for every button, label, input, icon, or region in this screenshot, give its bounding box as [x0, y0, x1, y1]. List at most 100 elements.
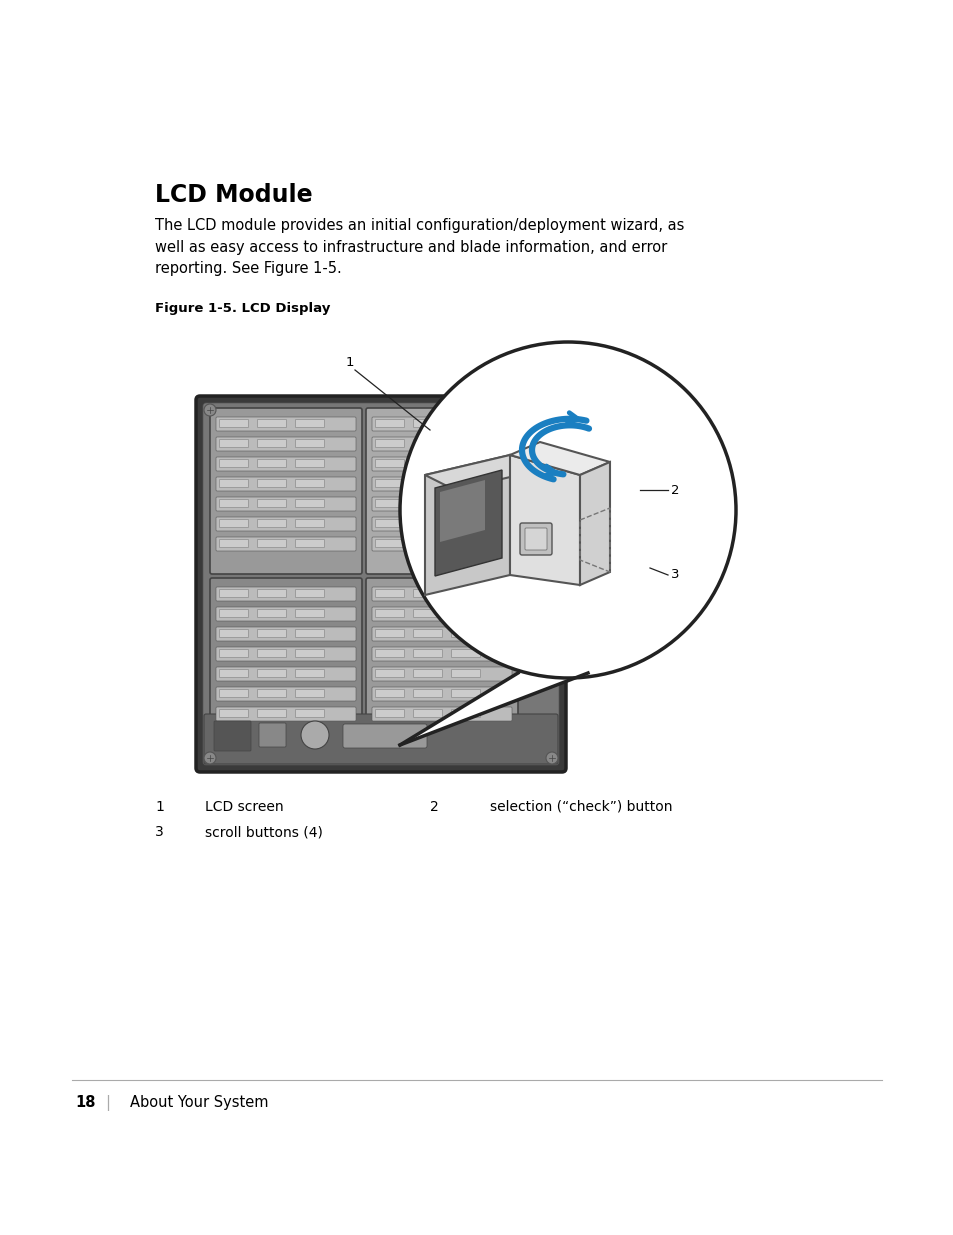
FancyBboxPatch shape	[372, 627, 512, 641]
FancyBboxPatch shape	[451, 650, 480, 657]
FancyBboxPatch shape	[215, 517, 355, 531]
Text: 3: 3	[670, 568, 679, 582]
FancyBboxPatch shape	[219, 630, 248, 637]
Text: 1: 1	[345, 356, 354, 368]
FancyBboxPatch shape	[413, 630, 442, 637]
FancyBboxPatch shape	[215, 437, 355, 451]
FancyBboxPatch shape	[375, 650, 404, 657]
FancyBboxPatch shape	[295, 630, 324, 637]
FancyBboxPatch shape	[451, 420, 480, 427]
FancyBboxPatch shape	[366, 408, 517, 574]
FancyBboxPatch shape	[219, 520, 248, 527]
FancyBboxPatch shape	[295, 499, 324, 508]
FancyBboxPatch shape	[257, 689, 286, 698]
Polygon shape	[399, 673, 587, 745]
Polygon shape	[510, 454, 579, 585]
FancyBboxPatch shape	[215, 706, 355, 721]
FancyBboxPatch shape	[219, 689, 248, 698]
Polygon shape	[435, 471, 501, 576]
FancyBboxPatch shape	[295, 589, 324, 598]
FancyBboxPatch shape	[413, 669, 442, 678]
Polygon shape	[439, 480, 484, 542]
FancyBboxPatch shape	[215, 417, 355, 431]
FancyBboxPatch shape	[451, 440, 480, 447]
FancyBboxPatch shape	[215, 587, 355, 601]
FancyBboxPatch shape	[219, 459, 248, 468]
FancyBboxPatch shape	[372, 417, 512, 431]
Circle shape	[399, 342, 735, 678]
FancyBboxPatch shape	[372, 587, 512, 601]
FancyBboxPatch shape	[451, 689, 480, 698]
Text: selection (“check”) button: selection (“check”) button	[490, 800, 672, 814]
FancyBboxPatch shape	[295, 669, 324, 678]
Polygon shape	[424, 454, 510, 595]
FancyBboxPatch shape	[215, 537, 355, 551]
FancyBboxPatch shape	[366, 578, 517, 743]
FancyBboxPatch shape	[219, 610, 248, 618]
FancyBboxPatch shape	[372, 667, 512, 680]
FancyBboxPatch shape	[413, 689, 442, 698]
FancyBboxPatch shape	[295, 479, 324, 488]
FancyBboxPatch shape	[295, 610, 324, 618]
FancyBboxPatch shape	[372, 457, 512, 471]
Text: 1: 1	[154, 800, 164, 814]
FancyBboxPatch shape	[215, 457, 355, 471]
FancyBboxPatch shape	[524, 529, 546, 550]
FancyBboxPatch shape	[219, 650, 248, 657]
FancyBboxPatch shape	[519, 522, 552, 555]
Text: scroll buttons (4): scroll buttons (4)	[205, 825, 322, 839]
FancyBboxPatch shape	[451, 499, 480, 508]
Text: 18: 18	[75, 1095, 95, 1110]
FancyBboxPatch shape	[295, 650, 324, 657]
FancyBboxPatch shape	[372, 647, 512, 661]
FancyBboxPatch shape	[257, 610, 286, 618]
Text: LCD Module: LCD Module	[154, 183, 313, 207]
FancyBboxPatch shape	[413, 709, 442, 718]
FancyBboxPatch shape	[295, 420, 324, 427]
Text: The LCD module provides an initial configuration/deployment wizard, as
well as e: The LCD module provides an initial confi…	[154, 219, 683, 277]
FancyBboxPatch shape	[204, 714, 558, 764]
FancyBboxPatch shape	[295, 709, 324, 718]
Polygon shape	[510, 442, 609, 475]
FancyBboxPatch shape	[451, 669, 480, 678]
FancyBboxPatch shape	[372, 606, 512, 621]
FancyBboxPatch shape	[219, 540, 248, 547]
FancyBboxPatch shape	[295, 540, 324, 547]
FancyBboxPatch shape	[413, 440, 442, 447]
FancyBboxPatch shape	[219, 589, 248, 598]
FancyBboxPatch shape	[413, 520, 442, 527]
FancyBboxPatch shape	[451, 459, 480, 468]
FancyBboxPatch shape	[375, 669, 404, 678]
Text: LCD Display: LCD Display	[223, 303, 330, 315]
FancyBboxPatch shape	[413, 589, 442, 598]
FancyBboxPatch shape	[375, 689, 404, 698]
Polygon shape	[424, 454, 539, 490]
FancyBboxPatch shape	[295, 520, 324, 527]
Polygon shape	[579, 462, 609, 585]
FancyBboxPatch shape	[451, 540, 480, 547]
FancyBboxPatch shape	[372, 437, 512, 451]
FancyBboxPatch shape	[295, 689, 324, 698]
FancyBboxPatch shape	[375, 630, 404, 637]
FancyBboxPatch shape	[295, 440, 324, 447]
FancyBboxPatch shape	[372, 477, 512, 492]
FancyBboxPatch shape	[413, 499, 442, 508]
FancyBboxPatch shape	[372, 496, 512, 511]
FancyBboxPatch shape	[372, 537, 512, 551]
FancyBboxPatch shape	[451, 630, 480, 637]
FancyBboxPatch shape	[219, 479, 248, 488]
Text: 2: 2	[430, 800, 438, 814]
Text: Figure 1-5.: Figure 1-5.	[154, 303, 236, 315]
FancyBboxPatch shape	[375, 440, 404, 447]
FancyBboxPatch shape	[195, 396, 565, 772]
FancyBboxPatch shape	[375, 499, 404, 508]
FancyBboxPatch shape	[413, 540, 442, 547]
FancyBboxPatch shape	[210, 578, 361, 743]
FancyBboxPatch shape	[215, 627, 355, 641]
FancyBboxPatch shape	[257, 440, 286, 447]
FancyBboxPatch shape	[257, 540, 286, 547]
FancyBboxPatch shape	[215, 667, 355, 680]
FancyBboxPatch shape	[413, 420, 442, 427]
FancyBboxPatch shape	[257, 420, 286, 427]
FancyBboxPatch shape	[375, 709, 404, 718]
